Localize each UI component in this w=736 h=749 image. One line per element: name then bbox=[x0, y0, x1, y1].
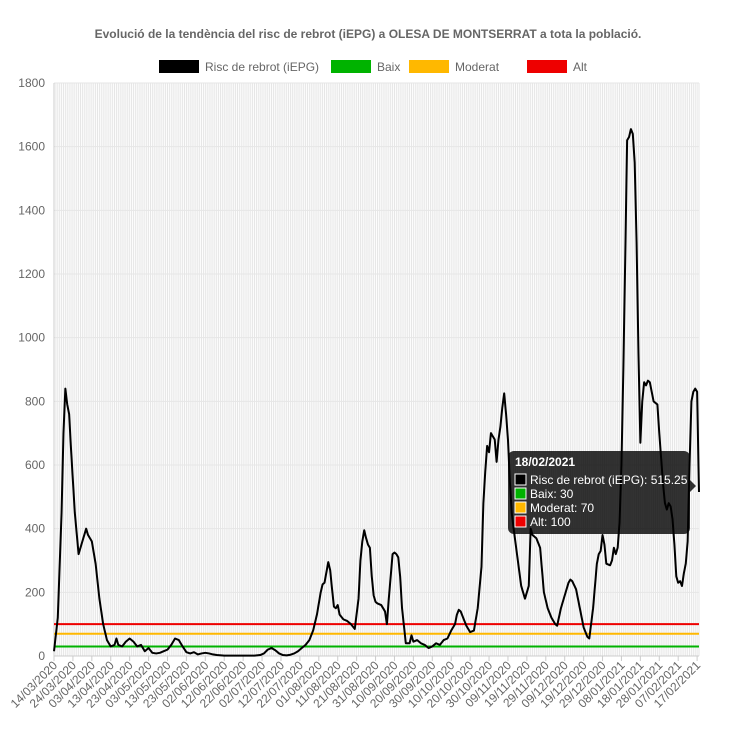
y-tick-label: 1200 bbox=[18, 267, 45, 281]
grid bbox=[53, 82, 700, 657]
legend-item[interactable]: Baix bbox=[331, 60, 400, 74]
legend-swatch bbox=[527, 60, 567, 73]
y-tick-label: 0 bbox=[38, 649, 45, 663]
legend-item[interactable]: Alt bbox=[527, 60, 588, 74]
tooltip-swatch bbox=[514, 501, 527, 514]
legend-label: Risc de rebrot (iEPG) bbox=[205, 60, 319, 74]
legend-swatch bbox=[331, 60, 371, 73]
tooltip-row: Alt: 100 bbox=[530, 515, 571, 529]
tooltip-box bbox=[508, 451, 690, 534]
legend-label: Alt bbox=[573, 60, 588, 74]
y-tick-label: 800 bbox=[25, 394, 45, 408]
y-tick-label: 400 bbox=[25, 522, 45, 536]
tooltip-row: Risc de rebrot (iEPG): 515.25 bbox=[530, 473, 688, 487]
legend-label: Baix bbox=[377, 60, 400, 74]
chart-title: Evolució de la tendència del risc de reb… bbox=[95, 27, 642, 41]
y-tick-label: 1800 bbox=[18, 76, 45, 90]
y-tick-label: 1600 bbox=[18, 140, 45, 154]
plot-area[interactable] bbox=[53, 128, 700, 657]
legend-label: Moderat bbox=[455, 60, 500, 74]
legend-swatch bbox=[159, 60, 199, 73]
tooltip: 18/02/2021 Risc de rebrot (iEPG): 515.25B… bbox=[508, 451, 696, 534]
tooltip-swatch bbox=[514, 473, 527, 486]
y-tick-label: 1000 bbox=[18, 331, 45, 345]
legend[interactable]: Risc de rebrot (iEPG) Baix Moderat Alt bbox=[159, 60, 588, 74]
y-tick-label: 200 bbox=[25, 585, 45, 599]
tooltip-caret bbox=[690, 480, 696, 492]
legend-item[interactable]: Moderat bbox=[409, 60, 500, 74]
legend-swatch bbox=[409, 60, 449, 73]
tooltip-row: Moderat: 70 bbox=[530, 501, 594, 515]
y-axis: 0 200 400 600 800 1000 1200 1400 1600 1800 bbox=[18, 76, 699, 663]
tooltip-row: Baix: 30 bbox=[530, 487, 574, 501]
y-tick-label: 600 bbox=[25, 458, 45, 472]
tooltip-swatch bbox=[514, 515, 527, 528]
x-axis: 14/03/202024/03/202003/04/202013/04/2020… bbox=[8, 656, 703, 711]
y-tick-label: 1400 bbox=[18, 203, 45, 217]
legend-item[interactable]: Risc de rebrot (iEPG) bbox=[159, 60, 319, 74]
series-line-iepg bbox=[53, 128, 700, 657]
tooltip-date: 18/02/2021 bbox=[515, 455, 575, 469]
tooltip-swatch bbox=[514, 487, 527, 500]
